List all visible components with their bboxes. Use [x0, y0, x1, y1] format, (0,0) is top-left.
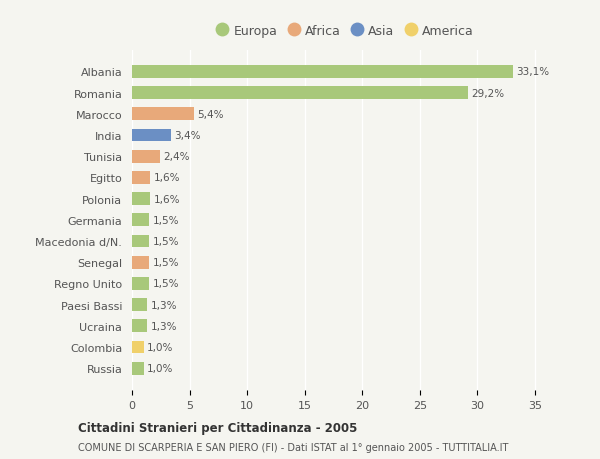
- Text: 1,0%: 1,0%: [147, 342, 173, 352]
- Bar: [132, 108, 194, 121]
- Bar: [132, 362, 143, 375]
- Bar: [132, 129, 171, 142]
- Text: 5,4%: 5,4%: [197, 110, 224, 119]
- Text: 1,5%: 1,5%: [153, 257, 179, 268]
- Text: 1,0%: 1,0%: [147, 364, 173, 373]
- Bar: [132, 193, 151, 206]
- Text: COMUNE DI SCARPERIA E SAN PIERO (FI) - Dati ISTAT al 1° gennaio 2005 - TUTTITALI: COMUNE DI SCARPERIA E SAN PIERO (FI) - D…: [78, 442, 508, 452]
- Text: Cittadini Stranieri per Cittadinanza - 2005: Cittadini Stranieri per Cittadinanza - 2…: [78, 421, 358, 434]
- Legend: Europa, Africa, Asia, America: Europa, Africa, Asia, America: [214, 23, 476, 41]
- Bar: [132, 66, 513, 78]
- Bar: [132, 277, 149, 290]
- Text: 1,6%: 1,6%: [154, 194, 181, 204]
- Text: 33,1%: 33,1%: [517, 67, 550, 77]
- Bar: [132, 256, 149, 269]
- Bar: [132, 151, 160, 163]
- Bar: [132, 235, 149, 248]
- Bar: [132, 214, 149, 227]
- Text: 1,5%: 1,5%: [153, 215, 179, 225]
- Bar: [132, 87, 468, 100]
- Text: 2,4%: 2,4%: [163, 152, 190, 162]
- Text: 1,5%: 1,5%: [153, 236, 179, 246]
- Text: 1,5%: 1,5%: [153, 279, 179, 289]
- Text: 1,6%: 1,6%: [154, 173, 181, 183]
- Bar: [132, 298, 147, 311]
- Text: 1,3%: 1,3%: [151, 300, 177, 310]
- Text: 3,4%: 3,4%: [175, 131, 201, 141]
- Bar: [132, 341, 143, 353]
- Text: 1,3%: 1,3%: [151, 321, 177, 331]
- Bar: [132, 172, 151, 185]
- Bar: [132, 320, 147, 332]
- Text: 29,2%: 29,2%: [472, 89, 505, 98]
